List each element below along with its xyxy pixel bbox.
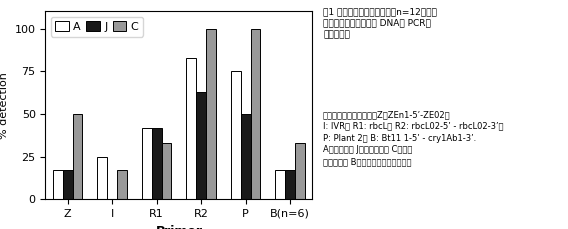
Bar (161, 143, 172, 199)
Bar (98, 157, 107, 199)
Text: 図1 トウモロコシ給餓子牛（n=12）消化
管内容からの飼料由来 DNAの PCRに
よる検出率: 図1 トウモロコシ給餓子牛（n=12）消化 管内容からの飼料由来 DNAの PC… (323, 7, 437, 39)
Bar (53, 170, 63, 199)
Bar (295, 143, 305, 199)
Text: 横軸は使用プライマー、Z；ZEn1-5’-ZE02、
I: IVR、 R1: rbcL、 R2: rbcL02-5’ - rbcL02-3’、
P: Plant: 横軸は使用プライマー、Z；ZEn1-5’-ZE02、 I: IVR、 R1: r… (323, 110, 504, 166)
Y-axis label: % detection: % detection (0, 72, 9, 139)
Bar (241, 114, 250, 199)
Bar (186, 57, 197, 199)
Bar (250, 29, 260, 199)
Bar (197, 92, 206, 199)
X-axis label: Primer: Primer (156, 224, 202, 229)
Bar (117, 170, 127, 199)
Legend: A, J, C: A, J, C (51, 17, 143, 37)
Bar (152, 128, 161, 199)
Bar (231, 71, 241, 199)
Bar (206, 29, 216, 199)
Bar (275, 170, 285, 199)
Bar (142, 128, 152, 199)
Bar (63, 170, 73, 199)
Bar (73, 114, 82, 199)
Bar (285, 170, 295, 199)
